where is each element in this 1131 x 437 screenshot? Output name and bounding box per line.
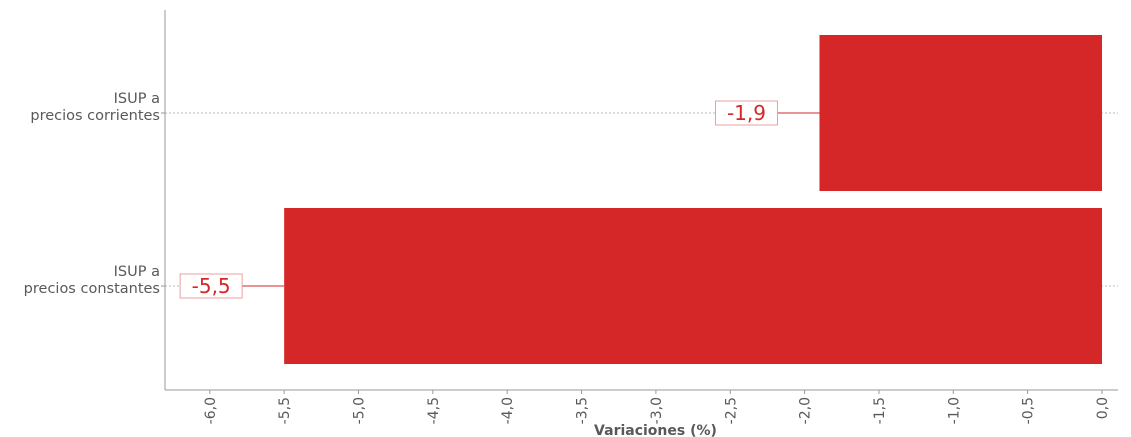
data-labels: -1,9 -5,5 <box>179 100 820 299</box>
x-axis-ticks: -6,0 -5,5 -5,0 -4,5 -4,0 -3,5 -3,0 -2,5 -2,0 -1,5… <box>203 390 1111 424</box>
x-tick-label: -5,0 <box>352 397 368 424</box>
bar <box>284 208 1102 364</box>
x-tick-label: -5,5 <box>277 397 293 424</box>
x-tick-label: -2,0 <box>798 397 814 424</box>
data-label: -1,9 <box>727 101 766 125</box>
category-labels: ISUP a precios corrientes ISUP a precios co… <box>24 91 165 297</box>
x-tick-label: -3,0 <box>649 397 665 424</box>
x-tick-label: -4,5 <box>426 397 442 424</box>
category-label: ISUP a precios corrientes <box>30 91 160 124</box>
data-label-box <box>714 100 778 126</box>
x-tick-label: -1,5 <box>872 397 888 424</box>
x-tick-label: 0,0 <box>1095 397 1111 419</box>
x-tick-label: -3,5 <box>575 397 591 424</box>
x-tick-label: -6,0 <box>203 397 219 424</box>
bars <box>284 35 1102 364</box>
x-tick-label: -1,0 <box>946 397 962 424</box>
data-label-box <box>179 273 243 299</box>
x-tick-label: -0,5 <box>1021 397 1037 424</box>
x-axis-title: Variaciones (%) <box>594 423 717 437</box>
data-label: -5,5 <box>192 274 231 298</box>
category-label: ISUP a precios constantes <box>24 264 160 297</box>
x-tick-label: -4,0 <box>500 397 516 424</box>
bar <box>819 35 1102 191</box>
x-tick-label: -2,5 <box>723 397 739 424</box>
